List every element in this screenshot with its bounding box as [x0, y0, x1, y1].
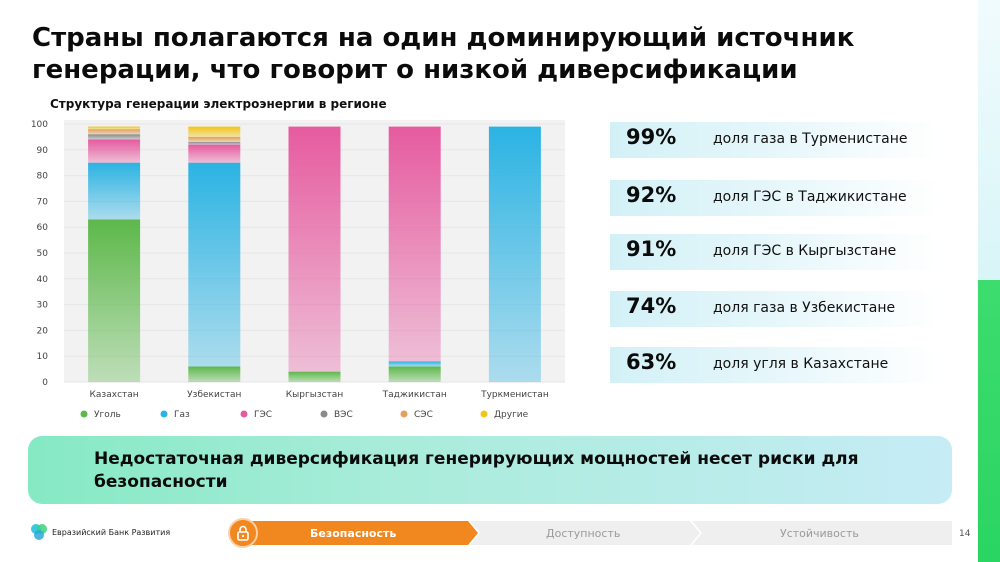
- bar-segment: [188, 162, 241, 367]
- lock-icon: [237, 525, 249, 541]
- x-tick-label: Таджикистан: [382, 390, 447, 400]
- bar-segment: [188, 136, 241, 143]
- bank-name: Евразийский Банк Развития: [52, 528, 171, 537]
- stat-kazakhstan: 63% доля угля в Казахстане: [610, 347, 940, 383]
- nav-tab-sustainability[interactable]: Устойчивость: [780, 527, 859, 540]
- bar-segment: [188, 366, 241, 382]
- bar-segment: [88, 134, 141, 140]
- nav-segment-bg: [692, 521, 952, 545]
- y-tick-label: 20: [37, 326, 49, 336]
- nav-segment-active-bg: [246, 521, 478, 545]
- legend-swatch: [160, 410, 168, 418]
- stat-label: доля ГЭС в Таджикистане: [713, 189, 907, 205]
- bar-segment: [88, 126, 141, 130]
- bar-segment: [188, 126, 241, 137]
- stat-label: доля газа в Турменистане: [713, 131, 908, 147]
- key-takeaway-banner: Недостаточная диверсификация генерирующи…: [28, 436, 952, 504]
- bar-segment: [88, 139, 141, 163]
- legend-swatch: [240, 410, 248, 418]
- page-number: 14: [959, 529, 971, 539]
- y-tick-label: 80: [37, 172, 49, 182]
- bar-segment: [88, 219, 141, 382]
- bar-segment: [288, 126, 341, 372]
- bar-segment: [388, 361, 441, 367]
- legend-label: Уголь: [94, 410, 121, 420]
- stat-label: доля угля в Казахстане: [713, 356, 889, 372]
- y-tick-label: 10: [37, 352, 49, 362]
- y-tick-label: 60: [37, 223, 49, 233]
- legend-label: ВЭС: [334, 410, 353, 420]
- y-tick-label: 100: [31, 120, 48, 130]
- slide-title: Страны полагаются на один доминирующий и…: [32, 23, 855, 85]
- nav-segment-bg: [470, 521, 700, 545]
- legend-label: Другие: [494, 410, 529, 420]
- section-navigation: Безопасность Доступность Устойчивость: [228, 518, 958, 548]
- nav-tab-security[interactable]: Безопасность: [310, 527, 397, 540]
- legend-label: Газ: [174, 410, 190, 420]
- y-tick-label: 40: [37, 275, 49, 285]
- bar-segment: [288, 371, 341, 382]
- legend-swatch: [320, 410, 328, 418]
- x-tick-label: Кыргызстан: [286, 390, 344, 400]
- bar-segment: [388, 366, 441, 382]
- stat-value: 74%: [626, 294, 677, 318]
- y-tick-label: 70: [37, 197, 49, 207]
- stat-value: 99%: [626, 125, 677, 149]
- banner-text: Недостаточная диверсификация генерирующи…: [94, 449, 859, 492]
- stat-kyrgyzstan: 91% доля ГЭС в Кыргызстане: [610, 234, 940, 270]
- stat-value: 92%: [626, 183, 677, 207]
- generation-structure-chart: 0 10 20 30 40 50 60 70 80 90 100 Казахстан Узбекист…: [28, 118, 573, 438]
- stat-value: 63%: [626, 350, 677, 374]
- chart-heading: Структура генерации электроэнергии в рег…: [50, 97, 387, 111]
- y-tick-label: 30: [37, 301, 49, 311]
- legend-label: СЭС: [414, 410, 433, 420]
- stat-uzbekistan: 74% доля газа в Узбекистане: [610, 291, 940, 327]
- bar-segment: [188, 144, 241, 163]
- legend-swatch: [400, 410, 408, 418]
- stat-label: доля ГЭС в Кыргызстане: [713, 243, 897, 259]
- x-tick-label: Узбекистан: [187, 390, 241, 400]
- y-tick-label: 90: [37, 146, 49, 156]
- x-tick-label: Туркменистан: [480, 390, 549, 400]
- x-tick-label: Казахстан: [90, 390, 139, 400]
- bank-logo-icon: [31, 524, 47, 540]
- lock-badge: [228, 518, 258, 548]
- bar-segment: [388, 126, 441, 362]
- right-accent-bar: [978, 0, 1000, 562]
- y-tick-label: 50: [37, 249, 49, 259]
- legend-swatch: [80, 410, 88, 418]
- bar-segment: [88, 162, 141, 220]
- stat-turkmenistan: 99% доля газа в Турменистане: [610, 122, 940, 158]
- nav-tab-accessibility[interactable]: Доступность: [546, 527, 621, 540]
- bar-segment: [488, 126, 541, 382]
- stat-value: 91%: [626, 237, 677, 261]
- y-tick-label: 0: [42, 378, 48, 388]
- bar-segment: [188, 142, 241, 145]
- legend-swatch: [480, 410, 488, 418]
- stat-tajikistan: 92% доля ГЭС в Таджикистане: [610, 180, 940, 216]
- stat-label: доля газа в Узбекистане: [713, 300, 896, 316]
- bar-segment: [88, 129, 141, 135]
- legend-label: ГЭС: [254, 410, 272, 420]
